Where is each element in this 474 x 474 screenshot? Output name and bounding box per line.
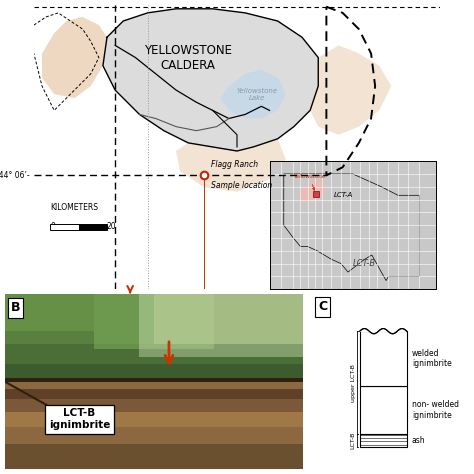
- Text: YELLOWSTONE
CALDERA: YELLOWSTONE CALDERA: [144, 44, 232, 72]
- Text: upper LCT-B: upper LCT-B: [351, 364, 356, 401]
- Text: Sample location: Sample location: [210, 182, 272, 191]
- Bar: [360, 331, 407, 386]
- Bar: [79, 224, 107, 230]
- Bar: [360, 434, 407, 447]
- Text: non- welded
ignimbrite: non- welded ignimbrite: [412, 401, 459, 420]
- Bar: [360, 386, 407, 434]
- Text: 0: 0: [50, 222, 55, 231]
- Bar: [5, 444, 303, 469]
- Text: Yellowstone
Lake: Yellowstone Lake: [237, 88, 278, 100]
- Text: welded
ignimbrite: welded ignimbrite: [412, 349, 452, 368]
- Text: KILOMETERS: KILOMETERS: [50, 203, 98, 212]
- Text: Flagg Ranch: Flagg Ranch: [210, 160, 258, 169]
- Polygon shape: [310, 46, 392, 135]
- Bar: [5, 427, 303, 444]
- Polygon shape: [176, 139, 286, 191]
- Text: B: B: [11, 301, 20, 314]
- Bar: [50, 224, 79, 230]
- Bar: [5, 294, 303, 364]
- Text: 20: 20: [107, 222, 117, 231]
- Bar: [139, 294, 303, 356]
- Text: ash: ash: [412, 436, 426, 445]
- Bar: [5, 399, 303, 411]
- Polygon shape: [221, 70, 286, 118]
- Text: LCT-B
ignimbrite: LCT-B ignimbrite: [49, 409, 110, 430]
- Bar: [5, 389, 303, 399]
- Bar: [94, 294, 214, 349]
- Bar: [5, 378, 303, 382]
- Bar: [5, 294, 94, 331]
- Bar: [5, 379, 303, 389]
- Bar: [154, 294, 303, 344]
- Bar: [5, 294, 303, 382]
- Text: LCT-B: LCT-B: [351, 432, 356, 449]
- Bar: [5, 294, 303, 344]
- Text: N44° 06’-: N44° 06’-: [0, 171, 30, 180]
- Bar: [5, 411, 303, 427]
- Bar: [359, 326, 407, 332]
- Polygon shape: [103, 9, 318, 151]
- Polygon shape: [42, 17, 107, 98]
- Text: C: C: [318, 301, 327, 313]
